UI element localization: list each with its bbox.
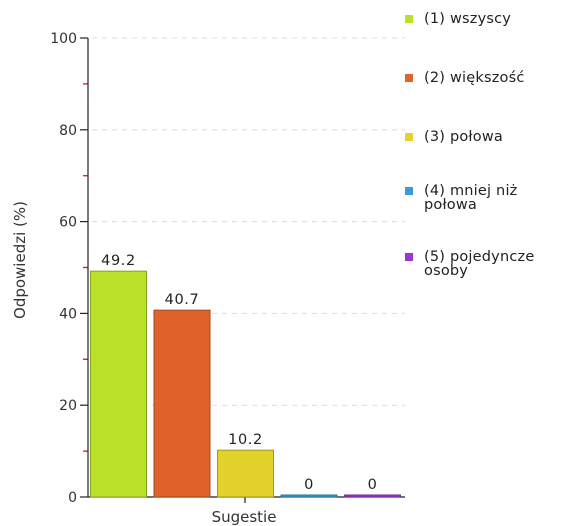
legend-swatch [405, 15, 413, 23]
x-axis-title: Sugestie [212, 508, 277, 526]
data-label: 40.7 [165, 292, 200, 308]
legend-label: (3) połowa [424, 129, 503, 145]
legend-label: (4) mniej niż połowa [424, 183, 518, 213]
bars [90, 270, 401, 498]
data-labels: 49.2 40.7 10.2 0 0 [101, 253, 377, 493]
y-tick-label: 40 [59, 306, 77, 322]
data-label: 49.2 [101, 253, 136, 269]
y-tick-label: 20 [59, 398, 77, 414]
y-tick-label: 0 [68, 490, 77, 506]
y-tick-label: 60 [59, 215, 77, 231]
y-tick-label: 80 [59, 123, 77, 139]
y-tick-label: 100 [50, 31, 77, 47]
legend-label: (1) wszyscy [424, 11, 512, 27]
legend-swatch [405, 74, 413, 82]
bar [153, 309, 211, 498]
data-label: 0 [304, 477, 314, 493]
data-label: 0 [368, 477, 378, 493]
bar [217, 449, 274, 498]
legend-swatch [405, 133, 413, 141]
bar [280, 494, 338, 498]
legend-label: (5) pojedyncze osoby [424, 249, 535, 279]
bar [90, 270, 147, 498]
bar [344, 494, 401, 498]
y-axis-title: Odpowiedzi (%) [11, 201, 29, 319]
legend-swatch [405, 253, 413, 261]
legend-swatch [405, 187, 413, 195]
data-label: 10.2 [228, 432, 263, 448]
legend-label: (2) większość [424, 70, 525, 86]
